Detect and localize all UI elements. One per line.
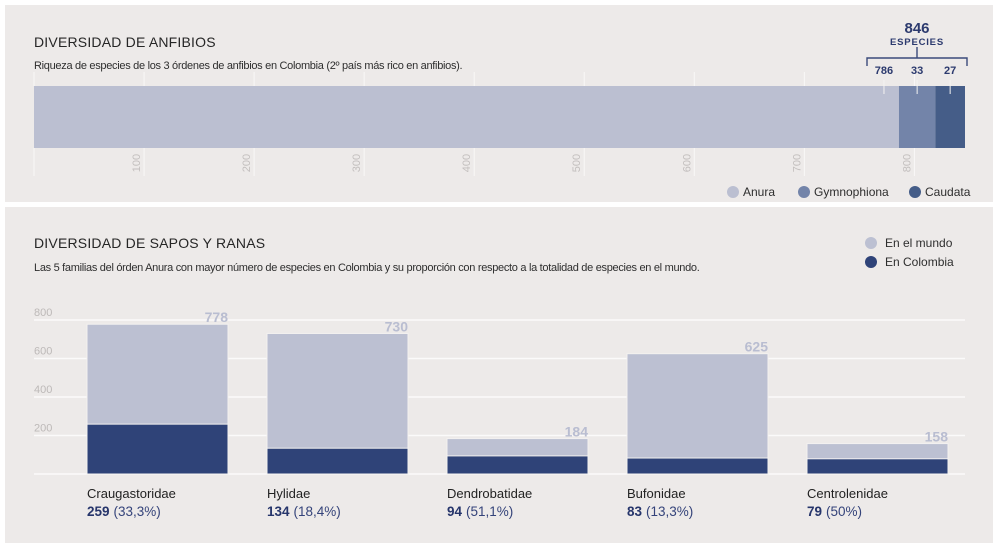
legend-dot-caudata-icon [909,186,921,198]
colombia-count-value: 134 [267,504,290,519]
x-tick-label: 500 [571,154,583,172]
legend-label-gymnophiona: Gymnophiona [814,185,889,199]
category-label: Dendrobatidae [447,486,532,501]
anfibios-title: DIVERSIDAD DE ANFIBIOS [34,34,216,50]
bar-colombia [446,455,589,475]
category-label: Bufonidae [627,486,686,501]
total-species-value: 846 [904,20,929,37]
world-value-label: 184 [565,424,589,440]
bar-segment-gymnophiona [898,86,936,148]
legend-dot-anura-icon [727,186,739,198]
category-label: Centrolenidae [807,486,888,501]
colombia-percent-value: (50%) [826,504,862,519]
x-tick-label: 600 [681,154,693,172]
segment-value-label-caudata: 27 [944,65,956,77]
bar-colombia [86,423,229,475]
colombia-count-value: 94 [447,504,463,519]
legend-item-en-colombia: En Colombia [865,255,954,269]
total-species-label: ESPECIES [890,37,944,48]
legend-item-gymnophiona: Gymnophiona [798,185,889,199]
legend-label-anura: Anura [743,185,776,199]
colombia-percent-value: (33,3%) [114,504,161,519]
y-tick-label: 400 [34,384,52,396]
colombia-percent-value: (18,4%) [294,504,341,519]
y-tick-label: 800 [34,307,52,319]
legend-label-en-el-mundo: En el mundo [885,236,953,250]
legend-item-caudata: Caudata [909,185,970,199]
segment-value-label-anura: 786 [875,65,893,77]
world-value-label: 778 [205,309,229,325]
x-tick-label: 800 [901,154,913,172]
x-tick-label: 100 [131,154,143,172]
legend-label-caudata: Caudata [925,185,971,199]
segment-value-label-gymnophiona: 33 [911,65,923,77]
x-tick-label: 200 [241,154,253,172]
bar-segment-caudata [935,86,965,148]
category-label: Hylidae [267,486,310,501]
x-tick-label: 300 [351,154,363,172]
legend-dot-world-icon [865,237,877,249]
bar-colombia [626,457,769,475]
bar-colombia [266,447,409,475]
legend-label-en-colombia: En Colombia [885,255,954,269]
anfibios-subtitle: Riqueza de especies de los 3 órdenes de … [34,60,463,72]
bar-world [626,353,769,475]
x-tick-label: 700 [791,154,803,172]
sapos-subtitle: Las 5 familias del órden Anura con mayor… [34,262,700,274]
total-bracket [866,47,968,66]
world-value-label: 625 [745,339,769,355]
bar-colombia [806,458,949,475]
x-tick-label: 400 [461,154,473,172]
colombia-count-label: 94 (51,1%) [447,504,513,519]
colombia-count-label: 259 (33,3%) [87,504,161,519]
category-label: Craugastoridae [87,486,176,501]
colombia-count-label: 79 (50%) [807,504,862,519]
world-value-label: 730 [385,318,409,334]
colombia-count-label: 134 (18,4%) [267,504,341,519]
y-tick-label: 600 [34,346,52,358]
bar-segment-anura [34,86,899,148]
colombia-count-value: 83 [627,504,643,519]
legend-dot-colombia-icon [865,256,877,268]
colombia-percent-value: (51,1%) [466,504,513,519]
colombia-percent-value: (13,3%) [646,504,693,519]
colombia-count-value: 259 [87,504,110,519]
colombia-count-value: 79 [807,504,822,519]
y-tick-label: 200 [34,423,52,435]
legend-item-en-el-mundo: En el mundo [865,236,952,250]
world-value-label: 158 [925,429,949,445]
legend-dot-gymnophiona-icon [798,186,810,198]
legend-item-anura: Anura [727,185,775,199]
sapos-title: DIVERSIDAD DE SAPOS Y RANAS [34,235,266,251]
colombia-count-label: 83 (13,3%) [627,504,693,519]
